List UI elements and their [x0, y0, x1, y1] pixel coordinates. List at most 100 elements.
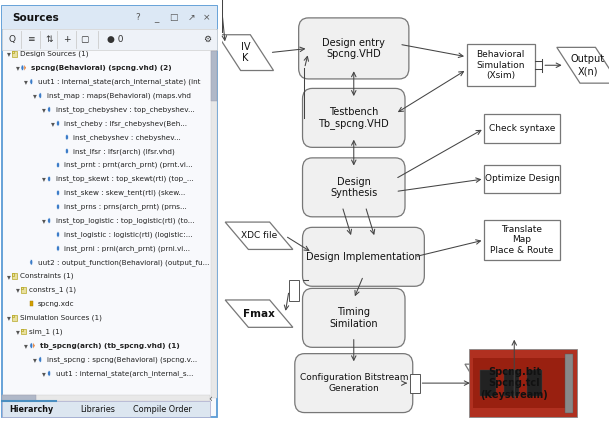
Text: inst_prni : prni(arch_prnt) (prni.vi...: inst_prni : prni(arch_prnt) (prni.vi... [65, 245, 191, 252]
FancyBboxPatch shape [303, 88, 405, 147]
Circle shape [48, 107, 51, 112]
Circle shape [21, 65, 24, 71]
Polygon shape [465, 364, 563, 402]
FancyBboxPatch shape [298, 18, 409, 79]
Circle shape [39, 93, 41, 99]
FancyBboxPatch shape [303, 158, 405, 217]
Text: Compile Order: Compile Order [133, 405, 192, 414]
Text: +: + [63, 35, 71, 44]
Bar [12, 51, 17, 56]
Text: spcng(Behavioral) (spcng.vhd) (2): spcng(Behavioral) (spcng.vhd) (2) [31, 65, 172, 71]
Bar [481, 370, 496, 396]
Bar [12, 274, 17, 279]
Circle shape [65, 134, 68, 140]
Text: ▾: ▾ [51, 119, 55, 128]
Bar [2, 395, 210, 401]
Bar [566, 354, 573, 413]
Bar [21, 287, 23, 289]
Bar [2, 29, 217, 50]
Text: ▾: ▾ [42, 174, 46, 184]
Text: Q: Q [9, 35, 16, 44]
Circle shape [48, 218, 51, 224]
Text: uut1 : internal_state(arch_internal_s...: uut1 : internal_state(arch_internal_s... [55, 370, 193, 377]
Circle shape [48, 176, 51, 182]
Text: XDC file: XDC file [241, 231, 277, 240]
Text: Design
Synthesis: Design Synthesis [330, 176, 378, 198]
Circle shape [30, 79, 33, 85]
Text: ▾: ▾ [42, 369, 46, 378]
Text: inst_cheby : lfsr_chebyshev(Beh...: inst_cheby : lfsr_chebyshev(Beh... [65, 120, 188, 127]
Text: Behavioral
Simulation
(Xsim): Behavioral Simulation (Xsim) [476, 51, 525, 80]
Text: Translate
Map
Place & Route: Translate Map Place & Route [490, 225, 554, 255]
Text: inst_top_chebyshev : top_chebyshev...: inst_top_chebyshev : top_chebyshev... [55, 106, 194, 113]
Text: ×: × [203, 13, 211, 22]
Text: ▾: ▾ [16, 63, 19, 72]
Bar [12, 273, 15, 275]
Text: ↗: ↗ [188, 13, 195, 22]
Bar [12, 51, 15, 53]
Text: ▾: ▾ [7, 272, 10, 281]
Bar [469, 349, 577, 417]
Text: ▾: ▾ [7, 49, 10, 59]
Text: ≡: ≡ [27, 35, 35, 44]
Text: inst_lfsr : lfsr(arch) (lfsr.vhd): inst_lfsr : lfsr(arch) (lfsr.vhd) [73, 148, 175, 155]
Bar [2, 395, 35, 401]
Circle shape [57, 120, 60, 126]
Text: uut2 : output_function(Behavioral) (output_fu...: uut2 : output_function(Behavioral) (outp… [38, 259, 209, 266]
Bar [504, 370, 519, 396]
Text: inst_top_skewt : top_skewt(rtl) (top_...: inst_top_skewt : top_skewt(rtl) (top_... [55, 176, 193, 182]
Bar [467, 44, 535, 86]
Text: Simulation Sources (1): Simulation Sources (1) [20, 314, 102, 321]
Text: Testbench
Tb_spcng.VHD: Testbench Tb_spcng.VHD [319, 107, 389, 129]
Text: tb_spcng(arch) (tb_spcng.vhd) (1): tb_spcng(arch) (tb_spcng.vhd) (1) [40, 342, 180, 349]
Polygon shape [24, 65, 26, 71]
Text: ▾: ▾ [33, 91, 37, 100]
Text: Design entry
Spcng.VHD: Design entry Spcng.VHD [322, 37, 385, 59]
Text: ▾: ▾ [24, 341, 29, 350]
Text: ▾: ▾ [16, 327, 19, 336]
Polygon shape [33, 343, 35, 349]
Bar [21, 288, 26, 293]
Text: Sources: Sources [12, 13, 59, 23]
Text: inst_chebyshev : chebyshev...: inst_chebyshev : chebyshev... [73, 134, 181, 141]
Text: uut1 : internal_state(arch_internal_state) (int: uut1 : internal_state(arch_internal_stat… [38, 78, 200, 85]
Polygon shape [225, 222, 293, 249]
Polygon shape [217, 35, 273, 70]
Bar [30, 301, 33, 306]
Text: Design Sources (1): Design Sources (1) [20, 51, 88, 57]
Text: ● 0: ● 0 [107, 35, 124, 44]
Bar [2, 6, 217, 29]
Text: Constraints (1): Constraints (1) [20, 273, 74, 280]
Text: ▢: ▢ [80, 35, 89, 44]
Bar [289, 280, 298, 301]
Text: ‹: ‹ [208, 393, 212, 403]
Circle shape [57, 232, 60, 237]
Text: inst_spcng : spcng(Behavioral) (spcng.v...: inst_spcng : spcng(Behavioral) (spcng.v.… [47, 356, 197, 363]
FancyBboxPatch shape [2, 6, 217, 417]
Text: spcng.xdc: spcng.xdc [38, 301, 74, 307]
Text: inst_top_logistic : top_logistic(rtl) (to...: inst_top_logistic : top_logistic(rtl) (t… [55, 217, 194, 224]
Text: Timing
Similation: Timing Similation [329, 307, 378, 329]
Circle shape [57, 190, 60, 196]
FancyBboxPatch shape [303, 288, 405, 347]
Bar [12, 315, 17, 320]
Text: ⚙: ⚙ [203, 35, 211, 44]
Text: IV
K: IV K [241, 42, 250, 64]
Circle shape [30, 343, 33, 349]
Bar [21, 329, 23, 331]
Text: inst_prnt : prnt(arch_prnt) (prnt.vi...: inst_prnt : prnt(arch_prnt) (prnt.vi... [65, 162, 193, 168]
Text: ▾: ▾ [24, 77, 29, 86]
FancyBboxPatch shape [303, 227, 424, 286]
Circle shape [48, 370, 51, 376]
Polygon shape [557, 47, 609, 83]
Circle shape [57, 204, 60, 210]
Text: ⇅: ⇅ [45, 35, 52, 44]
Bar [12, 315, 15, 317]
Bar [211, 51, 217, 398]
Bar [410, 374, 420, 392]
Circle shape [65, 148, 68, 154]
Bar [211, 51, 217, 101]
Text: inst_skew : skew_tent(rtl) (skew...: inst_skew : skew_tent(rtl) (skew... [65, 189, 186, 196]
Text: ?: ? [135, 13, 140, 22]
Text: ▾: ▾ [33, 355, 37, 364]
